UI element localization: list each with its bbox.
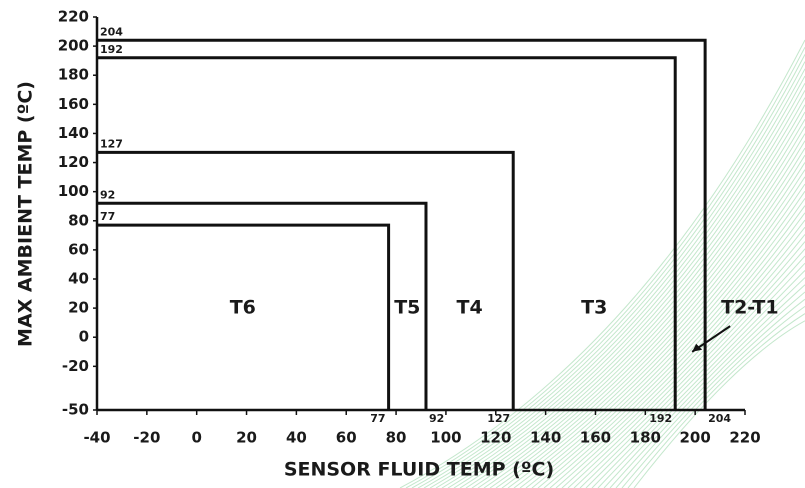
swoosh-line	[579, 255, 805, 488]
y-tick-label: 0	[79, 328, 89, 346]
swoosh-line	[525, 190, 805, 488]
swoosh-line	[459, 111, 805, 488]
x-tick-label: 100	[430, 429, 461, 447]
class-boundary	[97, 223, 391, 410]
swoosh-line	[417, 61, 805, 488]
region-label: T6	[230, 297, 256, 319]
y-tick-label: 180	[58, 66, 89, 84]
y-tick-label: 160	[58, 95, 89, 113]
region-label: T3	[581, 297, 607, 319]
x-tick-label: 20	[236, 429, 257, 447]
x-tick-label: 80	[386, 429, 407, 447]
y-tick-label: -50	[62, 401, 89, 419]
swoosh-line	[531, 198, 805, 488]
swoosh-line	[399, 39, 805, 488]
swoosh-line	[453, 104, 805, 488]
region-label: T2-T1	[721, 297, 778, 319]
swoosh-line	[471, 126, 805, 488]
y-tick-label: 200	[58, 37, 89, 55]
swoosh-line	[435, 82, 805, 488]
swoosh-line	[543, 212, 805, 488]
y-tick-label: 60	[68, 240, 89, 258]
class-boundary	[97, 56, 677, 410]
swoosh-line	[489, 147, 805, 488]
y-tick-label: 120	[58, 153, 89, 171]
value-label: 127	[100, 137, 123, 150]
background-swoosh	[399, 39, 805, 488]
y-tick-label: 80	[68, 211, 89, 229]
swoosh-line	[561, 234, 805, 488]
swoosh-line	[483, 140, 805, 488]
value-label: 204	[100, 25, 123, 38]
x-tick-label: -40	[83, 429, 110, 447]
swoosh-line	[573, 248, 805, 488]
x-tick-label: 120	[480, 429, 511, 447]
swoosh-line	[591, 270, 805, 488]
value-label: 77	[370, 412, 385, 425]
value-label: 92	[100, 188, 115, 201]
swoosh-line	[609, 291, 805, 488]
y-tick-label: 40	[68, 270, 89, 288]
swoosh-line	[603, 284, 805, 488]
value-label: 204	[708, 412, 731, 425]
x-tick-label: 0	[191, 429, 201, 447]
value-label: 92	[429, 412, 444, 425]
swoosh-line	[513, 176, 805, 488]
swoosh-line	[537, 205, 805, 488]
x-tick-label: 140	[530, 429, 561, 447]
x-tick-label: 40	[286, 429, 307, 447]
x-axis-title: SENSOR FLUID TEMP (ºC)	[284, 459, 554, 481]
swoosh-line	[519, 183, 805, 488]
x-tick-label: 60	[336, 429, 357, 447]
y-axis-title: MAX AMBIENT TEMP (ºC)	[15, 81, 37, 347]
y-tick-label: -20	[62, 357, 89, 375]
region-label: T4	[457, 297, 483, 319]
swoosh-line	[423, 68, 805, 488]
y-tick-label: 20	[68, 299, 89, 317]
swoosh-line	[405, 46, 805, 488]
x-tick-label: 180	[630, 429, 661, 447]
class-boundary	[97, 38, 707, 410]
swoosh-line	[411, 54, 805, 488]
swoosh-line	[555, 226, 805, 488]
swoosh-line	[621, 305, 805, 488]
swoosh-line	[441, 90, 805, 488]
class-boundary	[97, 150, 515, 410]
swoosh-line	[597, 277, 805, 488]
value-label: 127	[487, 412, 510, 425]
class-boundary	[97, 201, 428, 410]
y-tick-label: 220	[58, 8, 89, 26]
value-label: 192	[100, 43, 123, 56]
swoosh-line	[447, 97, 805, 488]
y-tick-label: 140	[58, 124, 89, 142]
arrow-head	[692, 343, 703, 352]
swoosh-line	[501, 162, 805, 488]
x-tick-label: 200	[679, 429, 710, 447]
swoosh-line	[549, 219, 805, 488]
swoosh-line	[429, 75, 805, 488]
swoosh-line	[495, 154, 805, 488]
x-tick-label: 220	[729, 429, 760, 447]
region-label: T5	[394, 297, 420, 319]
swoosh-line	[627, 313, 805, 488]
swoosh-line	[477, 133, 805, 488]
swoosh-line	[465, 118, 805, 488]
value-label: 192	[649, 412, 672, 425]
x-tick-label: 160	[580, 429, 611, 447]
swoosh-line	[567, 241, 805, 488]
swoosh-line	[615, 298, 805, 488]
value-label: 77	[100, 210, 115, 223]
y-tick-label: 100	[58, 182, 89, 200]
swoosh-line	[633, 320, 805, 488]
x-tick-label: -20	[133, 429, 160, 447]
swoosh-line	[507, 169, 805, 488]
